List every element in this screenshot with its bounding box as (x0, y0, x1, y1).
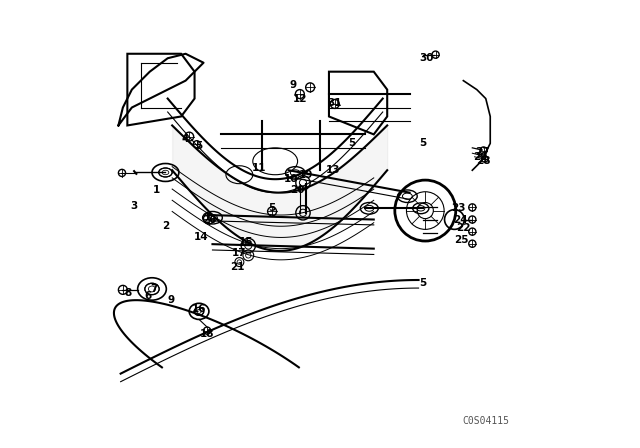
Text: 3: 3 (131, 201, 138, 211)
Text: 4: 4 (182, 134, 189, 144)
Text: 29: 29 (473, 152, 487, 162)
Text: 5: 5 (268, 203, 276, 213)
Text: 12: 12 (292, 94, 307, 103)
Text: 13: 13 (326, 165, 340, 175)
Text: 25: 25 (454, 235, 468, 245)
Text: 5: 5 (195, 141, 203, 151)
Text: 26: 26 (202, 215, 216, 224)
Text: 31: 31 (328, 98, 342, 108)
Text: 15: 15 (239, 237, 253, 247)
Text: 20: 20 (291, 185, 305, 195)
Text: 9: 9 (168, 295, 175, 305)
Text: 30: 30 (419, 53, 434, 63)
Text: 21: 21 (230, 262, 244, 271)
Text: 23: 23 (451, 203, 465, 213)
Text: 11: 11 (252, 163, 267, 173)
Text: 7: 7 (150, 284, 158, 294)
Circle shape (417, 202, 433, 219)
Text: 22: 22 (456, 224, 470, 233)
Text: 2: 2 (162, 221, 169, 231)
Text: 5: 5 (419, 278, 427, 288)
Text: 18: 18 (200, 329, 214, 339)
Text: 9: 9 (289, 80, 297, 90)
Text: 28: 28 (476, 156, 491, 166)
Text: 27: 27 (475, 147, 490, 157)
Text: 14: 14 (194, 233, 209, 242)
Text: 19: 19 (298, 170, 313, 180)
Text: 10: 10 (284, 174, 298, 184)
Text: 1: 1 (153, 185, 160, 195)
Text: 5: 5 (419, 138, 427, 148)
Text: C0S04115: C0S04115 (462, 416, 509, 426)
Text: 6: 6 (144, 291, 151, 301)
Text: 24: 24 (453, 215, 468, 224)
Text: 8: 8 (125, 289, 132, 298)
Text: 16: 16 (192, 304, 206, 314)
Text: 5: 5 (348, 138, 355, 148)
Text: 17: 17 (232, 248, 246, 258)
